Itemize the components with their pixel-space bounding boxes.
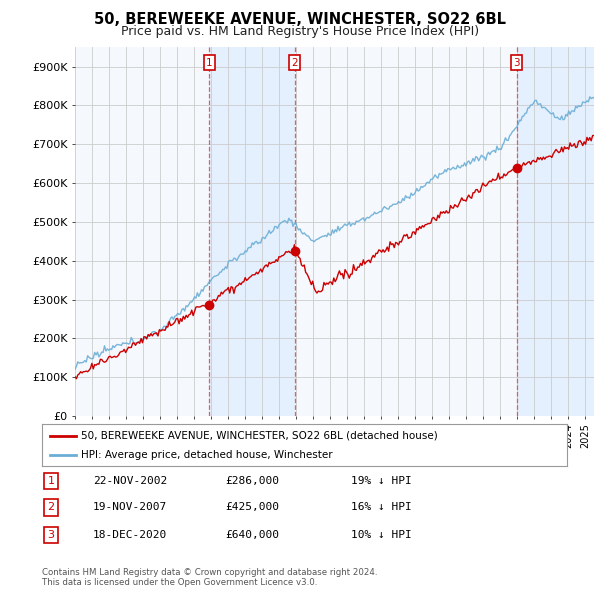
Text: 3: 3 xyxy=(47,530,55,540)
Text: 50, BEREWEEKE AVENUE, WINCHESTER, SO22 6BL: 50, BEREWEEKE AVENUE, WINCHESTER, SO22 6… xyxy=(94,12,506,27)
Text: 1: 1 xyxy=(47,476,55,486)
Text: 10% ↓ HPI: 10% ↓ HPI xyxy=(351,530,412,540)
Text: 2: 2 xyxy=(47,503,55,512)
Text: £640,000: £640,000 xyxy=(225,530,279,540)
Text: 1: 1 xyxy=(206,58,213,68)
Text: Price paid vs. HM Land Registry's House Price Index (HPI): Price paid vs. HM Land Registry's House … xyxy=(121,25,479,38)
Text: 19% ↓ HPI: 19% ↓ HPI xyxy=(351,476,412,486)
Text: 50, BEREWEEKE AVENUE, WINCHESTER, SO22 6BL (detached house): 50, BEREWEEKE AVENUE, WINCHESTER, SO22 6… xyxy=(82,431,438,441)
Text: £286,000: £286,000 xyxy=(225,476,279,486)
Text: HPI: Average price, detached house, Winchester: HPI: Average price, detached house, Winc… xyxy=(82,451,333,460)
Text: 19-NOV-2007: 19-NOV-2007 xyxy=(93,503,167,512)
Text: 2: 2 xyxy=(291,58,298,68)
Text: £425,000: £425,000 xyxy=(225,503,279,512)
Text: 22-NOV-2002: 22-NOV-2002 xyxy=(93,476,167,486)
Text: 3: 3 xyxy=(513,58,520,68)
Text: 18-DEC-2020: 18-DEC-2020 xyxy=(93,530,167,540)
Text: Contains HM Land Registry data © Crown copyright and database right 2024.
This d: Contains HM Land Registry data © Crown c… xyxy=(42,568,377,587)
Bar xyxy=(209,47,295,416)
Bar xyxy=(517,47,594,416)
Text: 16% ↓ HPI: 16% ↓ HPI xyxy=(351,503,412,512)
